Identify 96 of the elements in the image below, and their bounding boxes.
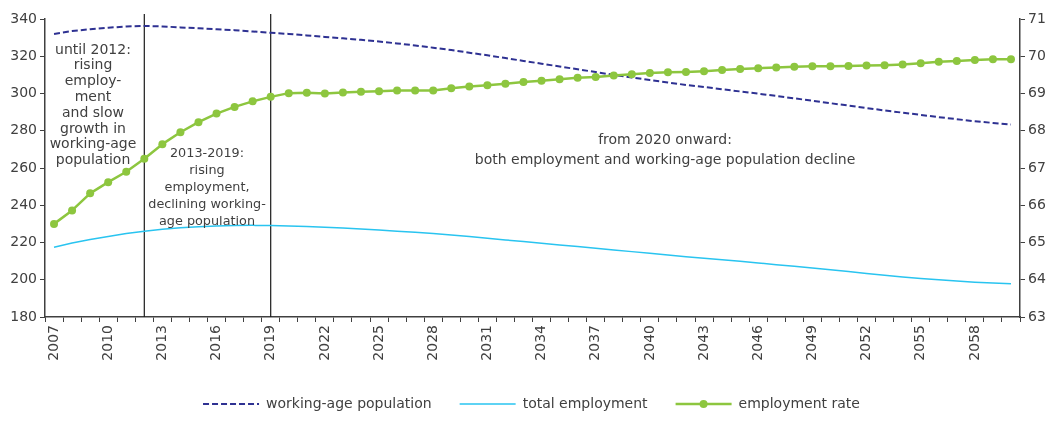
point <box>429 86 438 95</box>
point <box>212 109 221 118</box>
y-tick-label: 300 <box>10 84 37 101</box>
point <box>772 63 781 72</box>
y-tick-label: 260 <box>10 158 37 175</box>
point <box>898 60 907 69</box>
legend-label: employment rate <box>738 394 860 411</box>
point <box>970 55 979 64</box>
point <box>68 206 77 215</box>
point <box>627 70 636 79</box>
x-tick-label: 2034 <box>532 324 549 361</box>
point <box>718 66 727 75</box>
point <box>591 73 600 82</box>
x-tick-label: 2040 <box>640 325 657 361</box>
point <box>573 73 582 82</box>
annotation: from 2020 onward: both employment and working-age population decline <box>474 130 856 167</box>
point <box>880 61 889 70</box>
x-tick-label: 2019 <box>261 325 278 361</box>
x-tick-label: 2043 <box>694 325 711 361</box>
y2-tick-label: 69 <box>1028 84 1046 101</box>
point <box>700 67 709 76</box>
point <box>176 128 185 137</box>
point <box>537 76 546 85</box>
point <box>826 62 835 71</box>
point <box>284 89 293 98</box>
point <box>50 219 59 228</box>
y2-tick-label: 68 <box>1028 121 1046 138</box>
x-tick-label: 2025 <box>369 325 386 361</box>
point <box>320 89 329 98</box>
y2-tick-label: 70 <box>1028 46 1046 63</box>
x-tick-label: 2058 <box>965 325 982 361</box>
y-tick-label: 220 <box>10 233 37 250</box>
point <box>663 68 672 77</box>
point <box>681 67 690 76</box>
y2-tick-label: 67 <box>1028 158 1046 175</box>
point <box>808 62 817 71</box>
point <box>916 59 925 68</box>
point <box>302 88 311 97</box>
x-tick-label: 2037 <box>586 325 603 361</box>
y2-tick-label: 66 <box>1028 195 1046 212</box>
point <box>122 167 131 176</box>
point <box>988 55 997 64</box>
point <box>555 75 564 84</box>
y2-tick-label: 63 <box>1028 307 1046 324</box>
point <box>501 79 510 88</box>
legend-label: total employment <box>522 394 649 411</box>
x-tick-label: 2022 <box>315 325 332 361</box>
point <box>230 102 239 111</box>
y-tick-label: 280 <box>10 121 37 138</box>
y-tick-label: 200 <box>10 270 37 287</box>
point <box>862 61 871 70</box>
point <box>645 69 654 78</box>
y2-tick-label: 71 <box>1028 9 1046 26</box>
point <box>934 57 943 66</box>
point <box>736 64 745 73</box>
point <box>356 87 365 96</box>
point <box>483 81 492 90</box>
point <box>465 82 474 91</box>
point <box>248 97 257 106</box>
point <box>790 62 799 71</box>
annotation: until 2012: rising employ- ment and slow growth in working-age population <box>49 40 137 168</box>
point <box>338 88 347 97</box>
y-tick-label: 240 <box>10 195 37 212</box>
x-tick-label: 2055 <box>911 325 928 361</box>
x-tick-label: 2007 <box>44 325 61 361</box>
point <box>754 64 763 73</box>
x-tick-label: 2010 <box>98 325 115 361</box>
y-tick-label: 320 <box>10 46 37 63</box>
y2-tick-label: 65 <box>1028 233 1046 250</box>
point <box>158 140 167 149</box>
point <box>447 84 456 93</box>
point <box>266 92 275 101</box>
x-tick-label: 2046 <box>748 324 765 361</box>
point <box>375 87 384 96</box>
point <box>86 189 95 198</box>
x-tick-label: 2049 <box>803 325 819 361</box>
y2-tick-label: 64 <box>1028 270 1046 287</box>
point <box>609 71 618 80</box>
point <box>393 86 402 95</box>
x-tick-label: 2028 <box>423 325 440 361</box>
x-tick-label: 2052 <box>857 325 874 361</box>
x-tick-label: 2031 <box>478 325 494 361</box>
point <box>952 57 961 66</box>
annotation: 2013-2019: rising employment, declining working- age population <box>148 145 266 228</box>
point <box>519 77 528 86</box>
point <box>1006 55 1015 64</box>
x-tick-label: 2013 <box>153 325 169 361</box>
x-tick-label: 2016 <box>207 324 224 361</box>
y-tick-label: 180 <box>10 307 37 324</box>
y-tick-label: 340 <box>10 9 37 26</box>
point <box>140 154 149 163</box>
point <box>411 86 420 95</box>
point <box>194 118 203 127</box>
legend-label: working-age population <box>266 394 432 411</box>
point <box>104 178 113 187</box>
point <box>844 61 853 70</box>
